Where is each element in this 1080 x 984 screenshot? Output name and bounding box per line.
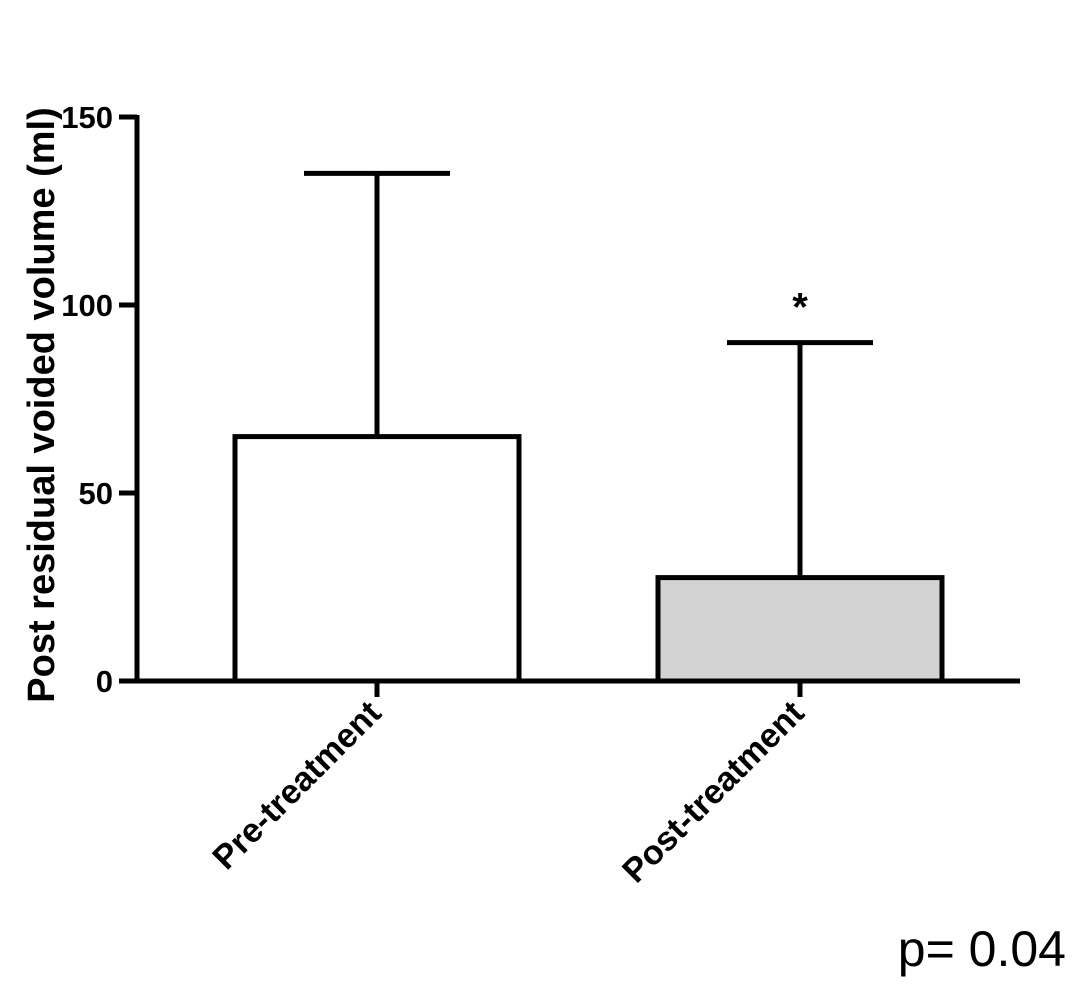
y-tick-label: 150: [61, 100, 113, 135]
bar-pre-treatment: [232, 434, 522, 684]
y-axis-label-group: Post residual voided volume (ml): [21, 107, 63, 702]
bar-post-treatment: [655, 575, 945, 684]
y-ticks: 0 50 100 150: [61, 100, 803, 699]
significance-marks: *: [792, 286, 808, 330]
significance-asterisk: *: [792, 286, 808, 330]
category-label: Post-treatment: [615, 694, 812, 891]
y-tick-label: 0: [96, 664, 113, 699]
y-tick-label: 100: [61, 288, 113, 323]
bars: [232, 434, 945, 684]
category-labels: Pre-treatment Post-treatment: [205, 694, 811, 891]
category-label: Pre-treatment: [205, 694, 388, 877]
p-value-annotation: p= 0.04: [897, 921, 1066, 977]
y-axis-label: Post residual voided volume (ml): [21, 107, 63, 702]
y-tick-label: 50: [79, 476, 113, 511]
error-bars: [304, 170, 873, 578]
